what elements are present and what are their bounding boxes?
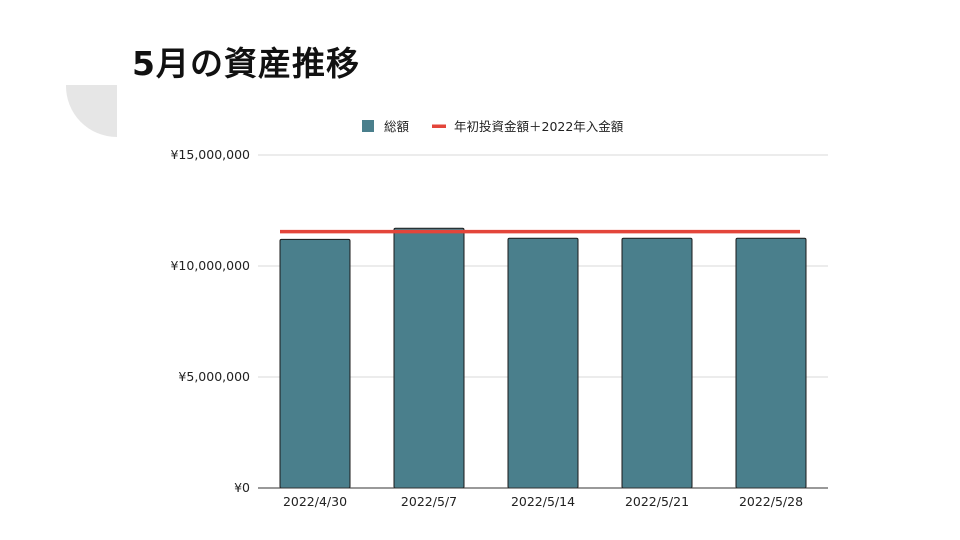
x-tick-label: 2022/5/21	[625, 494, 689, 509]
y-tick-label: ¥15,000,000	[170, 147, 250, 162]
bar-total	[507, 237, 579, 489]
y-tick-label: ¥0	[234, 480, 250, 495]
decorative-arc-shape	[65, 85, 117, 138]
slide-title: 5月の資産推移	[132, 44, 360, 83]
x-tick-label: 2022/5/7	[401, 494, 457, 509]
legend-label-total: 総額	[384, 119, 410, 134]
x-tick-label: 2022/5/14	[511, 494, 575, 509]
legend-swatch-total	[362, 120, 374, 132]
bar-total	[621, 237, 693, 489]
y-tick-label: ¥10,000,000	[170, 258, 250, 273]
bar-total	[279, 238, 351, 489]
legend: 総額 年初投資金額＋2022年入金額	[362, 119, 624, 134]
bar-series	[279, 227, 807, 489]
x-tick-label: 2022/5/28	[739, 494, 803, 509]
x-tick-label: 2022/4/30	[283, 494, 347, 509]
axes: ¥0 ¥5,000,000 ¥10,000,000 ¥15,000,000 2022/4…	[170, 147, 828, 509]
decorative-quarter-circle	[65, 85, 117, 138]
legend-label-investment: 年初投資金額＋2022年入金額	[454, 119, 624, 134]
y-tick-label: ¥5,000,000	[178, 369, 250, 384]
legend-swatch-investment	[432, 124, 446, 128]
bar-total	[735, 237, 807, 489]
bar-total	[393, 227, 465, 489]
